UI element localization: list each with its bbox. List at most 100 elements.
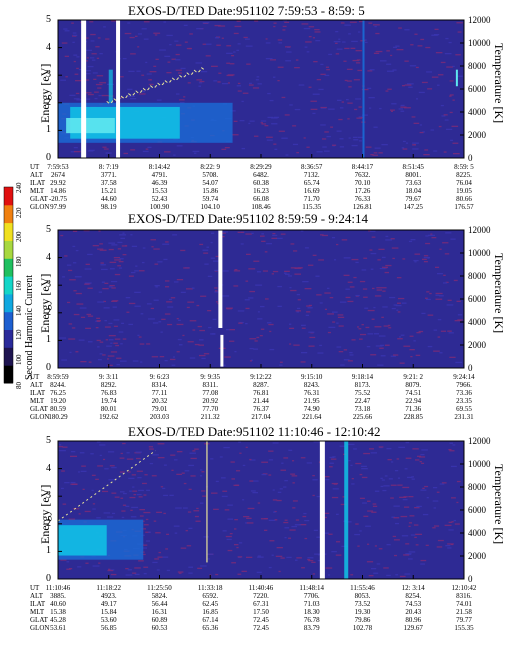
orbit-table-value: 8053.: [354, 592, 371, 600]
noise-speck: [407, 553, 411, 555]
orbit-table-value: 45.28: [50, 616, 66, 624]
noise-speck: [357, 326, 360, 328]
noise-speck: [338, 38, 341, 40]
noise-speck: [351, 478, 354, 480]
noise-speck: [155, 286, 158, 288]
noise-speck: [307, 558, 311, 561]
noise-speck: [261, 123, 267, 125]
noise-speck: [146, 343, 151, 345]
noise-speck: [438, 74, 444, 76]
noise-speck: [222, 295, 230, 297]
noise-speck: [246, 522, 254, 524]
noise-speck: [349, 352, 353, 354]
orbit-table-value: 77.70: [202, 405, 219, 413]
noise-speck: [358, 31, 361, 33]
noise-speck: [320, 106, 327, 109]
orbit-row-label: GLAT: [30, 616, 48, 624]
noise-speck: [456, 22, 463, 24]
noise-speck: [260, 235, 265, 237]
noise-speck: [329, 466, 333, 468]
noise-speck: [294, 108, 301, 111]
orbit-table-value: 21.58: [456, 608, 472, 616]
noise-speck: [130, 516, 137, 518]
noise-speck: [221, 37, 224, 39]
noise-speck: [75, 292, 82, 295]
noise-speck: [91, 474, 96, 476]
noise-speck: [91, 59, 96, 61]
noise-speck: [148, 446, 153, 448]
noise-speck: [378, 152, 383, 154]
noise-speck: [127, 88, 133, 90]
noise-speck: [163, 512, 166, 515]
noise-speck: [249, 360, 252, 362]
noise-speck: [96, 317, 101, 319]
noise-speck: [249, 458, 252, 461]
noise-speck: [437, 84, 440, 86]
noise-speck: [150, 307, 154, 310]
noise-speck: [349, 354, 354, 356]
noise-speck: [176, 451, 183, 453]
noise-speck: [324, 516, 327, 519]
noise-speck: [116, 357, 122, 359]
noise-speck: [392, 535, 396, 538]
orbit-table-value: 59.74: [202, 195, 219, 203]
noise-speck: [398, 27, 402, 29]
noise-speck: [132, 360, 139, 362]
noise-speck: [420, 563, 425, 565]
noise-speck: [90, 57, 95, 59]
orbit-table-value: 80.96: [405, 616, 422, 624]
noise-speck: [336, 541, 341, 543]
noise-speck: [179, 102, 185, 104]
noise-speck: [210, 257, 215, 259]
noise-speck: [353, 139, 359, 141]
noise-speck: [120, 237, 125, 239]
noise-speck: [275, 555, 283, 557]
orbit-table-value: 76.81: [253, 389, 269, 397]
noise-speck: [349, 21, 357, 23]
noise-speck: [364, 41, 368, 44]
noise-speck: [423, 255, 429, 257]
noise-speck: [234, 269, 238, 271]
noise-speck: [413, 340, 416, 342]
noise-speck: [315, 40, 321, 42]
noise-speck: [96, 441, 101, 443]
noise-speck: [449, 80, 454, 82]
orbit-table-value: 7132.: [303, 171, 320, 179]
noise-speck: [303, 512, 307, 515]
noise-speck: [351, 40, 358, 43]
noise-speck: [214, 291, 221, 293]
noise-speck: [418, 91, 425, 94]
orbit-table-value: 5708.: [202, 171, 219, 179]
noise-speck: [311, 561, 316, 563]
noise-speck: [121, 516, 125, 519]
noise-speck: [268, 450, 274, 452]
noise-speck: [247, 507, 255, 510]
noise-speck: [380, 355, 386, 357]
orbit-table-value: 9: 3:11: [99, 373, 119, 381]
noise-speck: [348, 86, 352, 88]
orbit-table-value: 8:44:17: [351, 163, 374, 171]
noise-speck: [372, 503, 377, 505]
noise-speck: [130, 271, 136, 274]
orbit-table-value: 73.36: [456, 389, 472, 397]
noise-speck: [289, 529, 296, 531]
noise-speck: [308, 331, 315, 333]
orbit-table-value: 15.53: [151, 187, 168, 195]
noise-speck: [153, 32, 161, 34]
noise-speck: [356, 62, 361, 64]
noise-speck: [233, 51, 236, 53]
noise-speck: [359, 338, 363, 340]
noise-speck: [206, 553, 214, 555]
noise-speck: [129, 496, 136, 499]
noise-speck: [271, 237, 277, 239]
noise-speck: [343, 359, 350, 361]
noise-speck: [319, 344, 322, 347]
noise-speck: [204, 263, 209, 265]
noise-speck: [345, 296, 351, 299]
noise-speck: [373, 24, 380, 26]
noise-speck: [73, 60, 76, 63]
noise-speck: [450, 465, 457, 468]
noise-speck: [192, 150, 200, 153]
noise-speck: [99, 454, 102, 457]
noise-speck: [117, 241, 123, 244]
